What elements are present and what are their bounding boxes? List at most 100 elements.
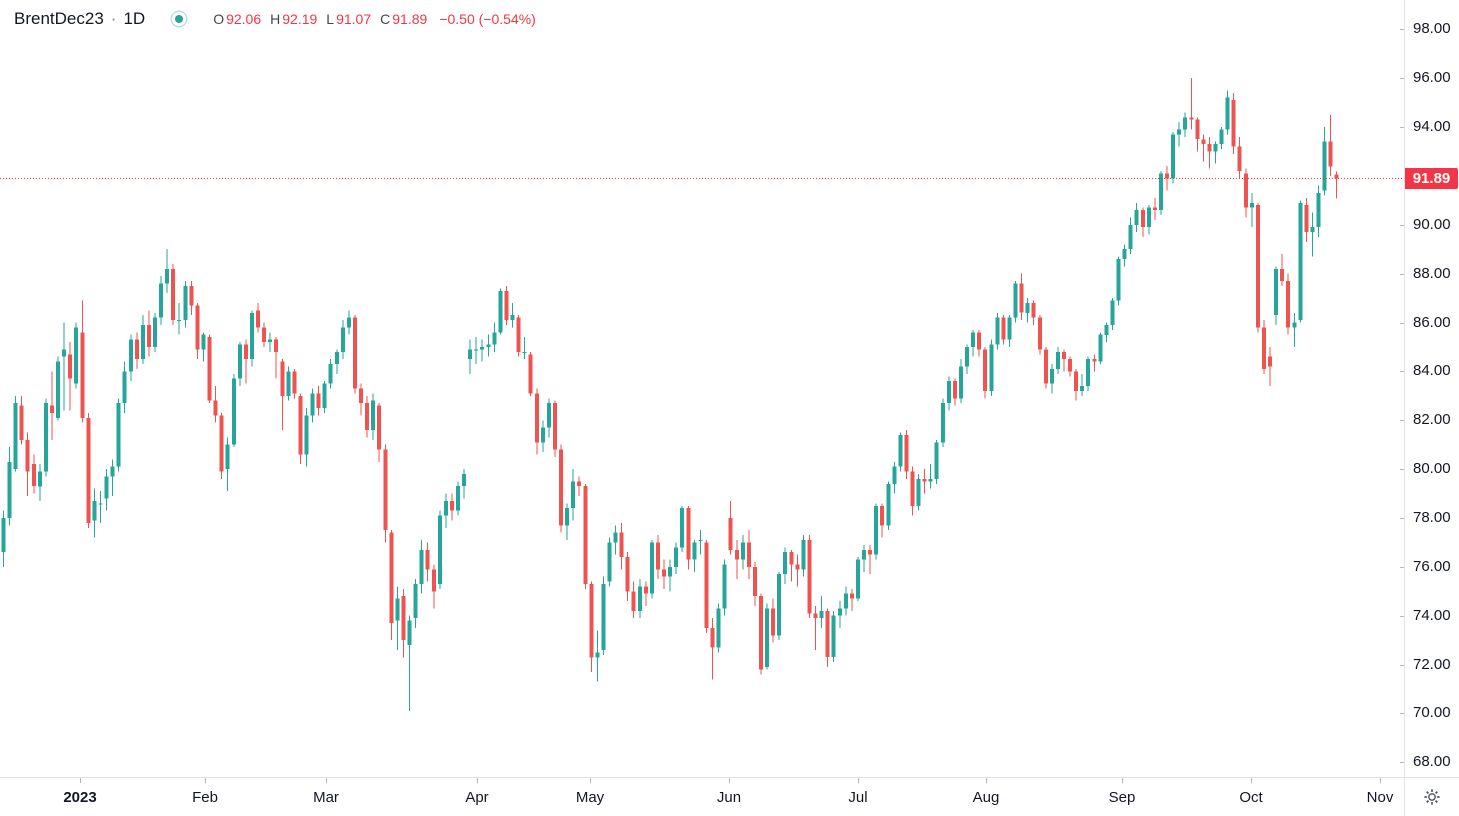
price-tick-label: 78.00	[1413, 509, 1451, 526]
candle-body	[19, 405, 24, 440]
candle-body	[110, 466, 115, 477]
candle-body	[516, 317, 521, 352]
candle-body	[886, 483, 891, 526]
candle-body	[843, 593, 848, 609]
candle-body	[1280, 268, 1285, 281]
candle-body	[1159, 173, 1163, 211]
time-axis-label: 2023	[63, 789, 97, 806]
time-axis-label: Oct	[1239, 789, 1263, 806]
candle-body	[395, 598, 400, 621]
candle-body	[1019, 283, 1024, 313]
axis-corner	[1405, 778, 1459, 816]
candle-body	[225, 444, 230, 470]
candle-body	[153, 317, 157, 347]
price-tick-mark	[1400, 29, 1405, 30]
candle-body	[1165, 173, 1169, 179]
legend-separator: ·	[110, 9, 117, 28]
candle-body	[237, 344, 242, 379]
price-tick-mark	[1400, 762, 1405, 763]
ohlc-values: O 92.06 H 92.19 L 91.07 C 91.89 −0.50 (−0.54…	[213, 11, 536, 27]
price-tick-mark	[1400, 78, 1405, 79]
candle-body	[971, 332, 976, 347]
candle-body	[359, 388, 363, 404]
price-tick-mark	[1400, 469, 1405, 470]
price-tick-label: 82.00	[1413, 411, 1451, 428]
candle-body	[377, 405, 382, 450]
candle-body	[201, 334, 206, 350]
candle-body	[892, 466, 897, 484]
candle-body	[619, 532, 624, 558]
candle-body	[1201, 139, 1206, 145]
candle-body	[1243, 173, 1248, 208]
time-axis[interactable]: 2023 Feb Mar Apr May Jun Jul Aug Sep Oct Nov	[0, 778, 1404, 816]
candle-body	[534, 393, 539, 443]
price-tick-mark	[1400, 518, 1405, 519]
candle-body	[1322, 141, 1327, 191]
candle-body	[195, 305, 200, 350]
candle-body	[1286, 281, 1291, 328]
candle-body	[868, 549, 873, 555]
candle-body	[250, 312, 254, 360]
candle-body	[1122, 249, 1127, 259]
time-axis-label: Aug	[972, 789, 1000, 806]
candle-body	[25, 439, 30, 472]
candle-body	[189, 285, 194, 306]
settings-button[interactable]	[1418, 783, 1446, 811]
candle-body	[62, 349, 67, 357]
candle-body	[165, 268, 170, 284]
price-tick-label: 74.00	[1413, 607, 1451, 624]
price-axis[interactable]: 98.00 96.00 94.00 90.00 88.00 86.00 84.00 82.00…	[1400, 0, 1459, 777]
candle-body	[256, 310, 260, 328]
candle-body	[746, 542, 751, 567]
candle-body	[1249, 202, 1254, 208]
candle-body	[559, 449, 563, 526]
candle-body	[443, 500, 448, 516]
time-tick-mark	[1122, 778, 1123, 783]
price-tick-mark	[1400, 420, 1405, 421]
candle-body	[262, 327, 267, 343]
candle-body	[916, 478, 921, 506]
candle-body	[1262, 327, 1266, 369]
candle-body	[740, 542, 745, 560]
candle-body	[1255, 205, 1260, 328]
candle-body	[462, 474, 467, 487]
candle-body	[504, 290, 509, 321]
candle-body	[480, 347, 485, 350]
candle-body	[1, 518, 6, 553]
candle-body	[1049, 369, 1054, 384]
interval-label[interactable]: 1D	[123, 9, 146, 28]
candle-body	[1292, 322, 1297, 328]
candle-body	[825, 610, 830, 658]
candle-body	[474, 349, 479, 351]
price-tick-mark	[1400, 713, 1405, 714]
candle-body	[74, 327, 79, 384]
candle-body	[13, 403, 18, 470]
price-tick-mark	[1400, 225, 1405, 226]
candle-body	[977, 332, 982, 350]
candle-body	[807, 540, 812, 614]
candlestick-plot[interactable]	[0, 0, 1404, 777]
symbol-title[interactable]: BrentDec23	[14, 9, 104, 28]
candle-body	[316, 393, 321, 409]
change-value: −0.50 (−0.54%)	[439, 11, 536, 27]
candle-body	[298, 395, 303, 455]
candle-body	[407, 620, 412, 645]
candle-body	[1231, 100, 1236, 147]
candle-body	[946, 381, 951, 404]
candle-body	[656, 542, 660, 570]
candle-body	[898, 434, 903, 467]
price-tick-mark	[1400, 616, 1405, 617]
candle-body	[510, 315, 515, 321]
time-tick-mark	[205, 778, 206, 783]
candle-body	[340, 327, 345, 352]
candle-body	[183, 285, 188, 321]
candle-body	[1195, 119, 1200, 140]
price-tick-label: 72.00	[1413, 656, 1451, 673]
time-axis-label: Mar	[313, 789, 339, 806]
candle-body	[1171, 134, 1176, 179]
candle-body	[722, 564, 727, 609]
candle-body	[1274, 268, 1279, 316]
price-tick-mark	[1400, 371, 1405, 372]
candle-body	[795, 564, 800, 570]
